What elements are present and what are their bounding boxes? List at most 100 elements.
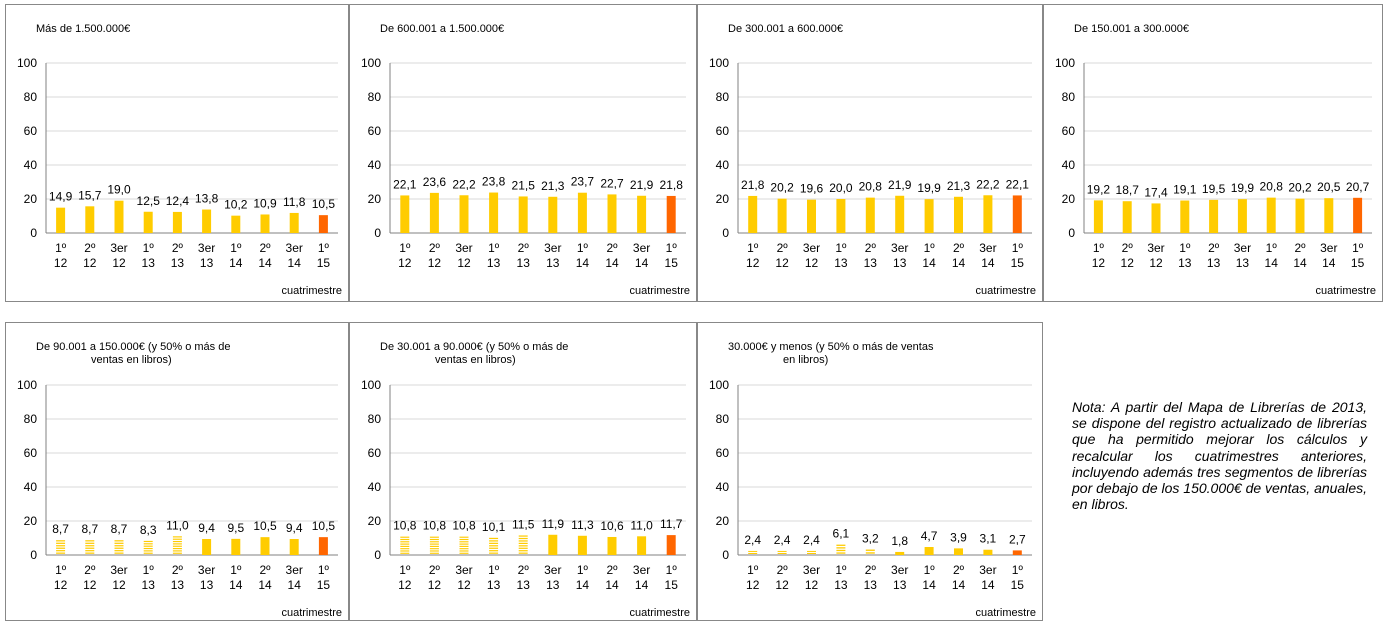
bar-stripe xyxy=(865,549,875,551)
chart-panel-3: De 300.001 a 600.000€ 0 20 40 60 80 100 21,8 1º… xyxy=(697,4,1043,302)
x-tick-label: 3er xyxy=(1147,241,1164,255)
data-label: 19,5 xyxy=(1202,182,1226,196)
x-tick-label: 12 xyxy=(775,578,789,592)
y-tick-label: 20 xyxy=(368,514,382,528)
x-tick-label: 15 xyxy=(665,578,679,592)
bar xyxy=(114,540,124,554)
bar xyxy=(1093,200,1103,233)
data-label: 8,7 xyxy=(52,522,69,536)
chart-title: De 300.001 a 600.000€ xyxy=(728,23,843,35)
chart-title: De 600.001 a 1.500.000€ xyxy=(380,23,505,35)
x-tick-label: 3er xyxy=(891,241,908,255)
bar xyxy=(202,209,212,233)
x-tick-label: 1º xyxy=(55,241,67,255)
y-tick-label: 0 xyxy=(30,226,37,240)
bar-stripe xyxy=(114,545,124,547)
bar-stripe xyxy=(518,540,528,542)
data-label: 12,4 xyxy=(166,194,190,208)
x-tick-label: 13 xyxy=(834,256,848,270)
data-label: 9,5 xyxy=(227,521,244,535)
bar-stripe xyxy=(85,547,95,549)
bar-stripe xyxy=(429,536,439,538)
data-label: 10,5 xyxy=(312,519,336,533)
data-label: 21,3 xyxy=(947,179,971,193)
bar xyxy=(983,549,993,555)
x-tick-label: 12 xyxy=(1121,256,1135,270)
bar-stripe xyxy=(400,548,410,550)
bar-stripe xyxy=(143,545,153,547)
bar-stripe xyxy=(429,552,439,554)
data-label: 21,8 xyxy=(741,178,765,192)
data-label: 22,2 xyxy=(452,177,476,191)
bar-stripe xyxy=(143,547,153,550)
bar-stripe xyxy=(459,536,469,538)
y-tick-label: 40 xyxy=(368,158,382,172)
x-tick-label: 14 xyxy=(952,578,966,592)
data-label: 8,7 xyxy=(81,522,98,536)
x-tick-label: 1º xyxy=(1266,241,1278,255)
x-tick-label: 13 xyxy=(171,256,185,270)
x-tick-label: 15 xyxy=(317,578,331,592)
x-tick-label: 1º xyxy=(577,241,589,255)
bar xyxy=(637,536,647,555)
x-tick-label: 3er xyxy=(286,241,303,255)
data-label: 3,1 xyxy=(980,532,997,546)
y-tick-label: 100 xyxy=(17,378,37,392)
y-tick-label: 100 xyxy=(709,378,729,392)
bar-stripe xyxy=(114,552,124,554)
bar xyxy=(429,536,439,554)
data-label: 10,8 xyxy=(452,519,476,533)
bar xyxy=(56,540,66,554)
bar-stripe xyxy=(865,552,875,554)
data-label: 6,1 xyxy=(833,527,850,541)
x-tick-label: 12 xyxy=(83,578,97,592)
data-label: 20,8 xyxy=(859,180,883,194)
y-tick-label: 60 xyxy=(24,446,38,460)
x-tick-label: 3er xyxy=(633,563,650,577)
x-tick-label: 3er xyxy=(198,563,215,577)
x-tick-label: 14 xyxy=(635,578,649,592)
footnote: Nota: A partir del Mapa de Librerías de … xyxy=(1072,399,1368,513)
data-label: 11,0 xyxy=(630,518,653,532)
chart-title: De 30.001 a 90.000€ (y 50% o más de venta… xyxy=(380,341,569,366)
data-label: 9,4 xyxy=(198,521,215,535)
bar xyxy=(172,211,182,233)
chart-title: 30.000€ y menos (y 50% o más de ventas en… xyxy=(728,341,934,366)
bar-stripe xyxy=(489,540,499,542)
y-tick-label: 40 xyxy=(716,158,730,172)
x-tick-label: 1º xyxy=(1012,563,1024,577)
bar xyxy=(289,212,299,233)
data-label: 2,4 xyxy=(744,533,761,547)
x-tick-label: 3er xyxy=(286,563,303,577)
bar-chart: 0204060801002,41º122,42º122,43er126,11º1… xyxy=(709,378,1036,619)
bar-stripe xyxy=(836,549,846,552)
chart-title: Más de 1.500.000€ xyxy=(36,23,131,35)
x-tick-label: 14 xyxy=(576,256,590,270)
x-tick-label: 12 xyxy=(457,256,471,270)
bar-stripe xyxy=(459,543,469,545)
data-label: 19,9 xyxy=(917,181,941,195)
bar-stripe xyxy=(400,552,410,554)
bar xyxy=(666,195,676,233)
y-tick-label: 40 xyxy=(24,480,38,494)
x-tick-label: 14 xyxy=(922,256,936,270)
data-label: 23,6 xyxy=(423,175,447,189)
x-tick-label: 12 xyxy=(54,256,68,270)
bar xyxy=(231,538,241,555)
bar-stripe xyxy=(748,552,758,554)
bar-stripe xyxy=(429,538,439,541)
bar xyxy=(954,548,963,555)
x-tick-label: 1º xyxy=(1352,241,1364,255)
bar-stripe xyxy=(459,545,469,547)
bar-stripe xyxy=(459,538,469,541)
bar xyxy=(1180,200,1190,233)
y-tick-label: 60 xyxy=(368,446,382,460)
bar xyxy=(85,206,95,233)
x-axis-title: cuatrimestre xyxy=(629,285,690,297)
bar xyxy=(807,199,816,233)
bar-stripe xyxy=(459,550,469,552)
data-label: 2,4 xyxy=(803,533,820,547)
bar xyxy=(777,550,787,554)
bar xyxy=(807,550,816,554)
bar-stripe xyxy=(489,545,499,547)
